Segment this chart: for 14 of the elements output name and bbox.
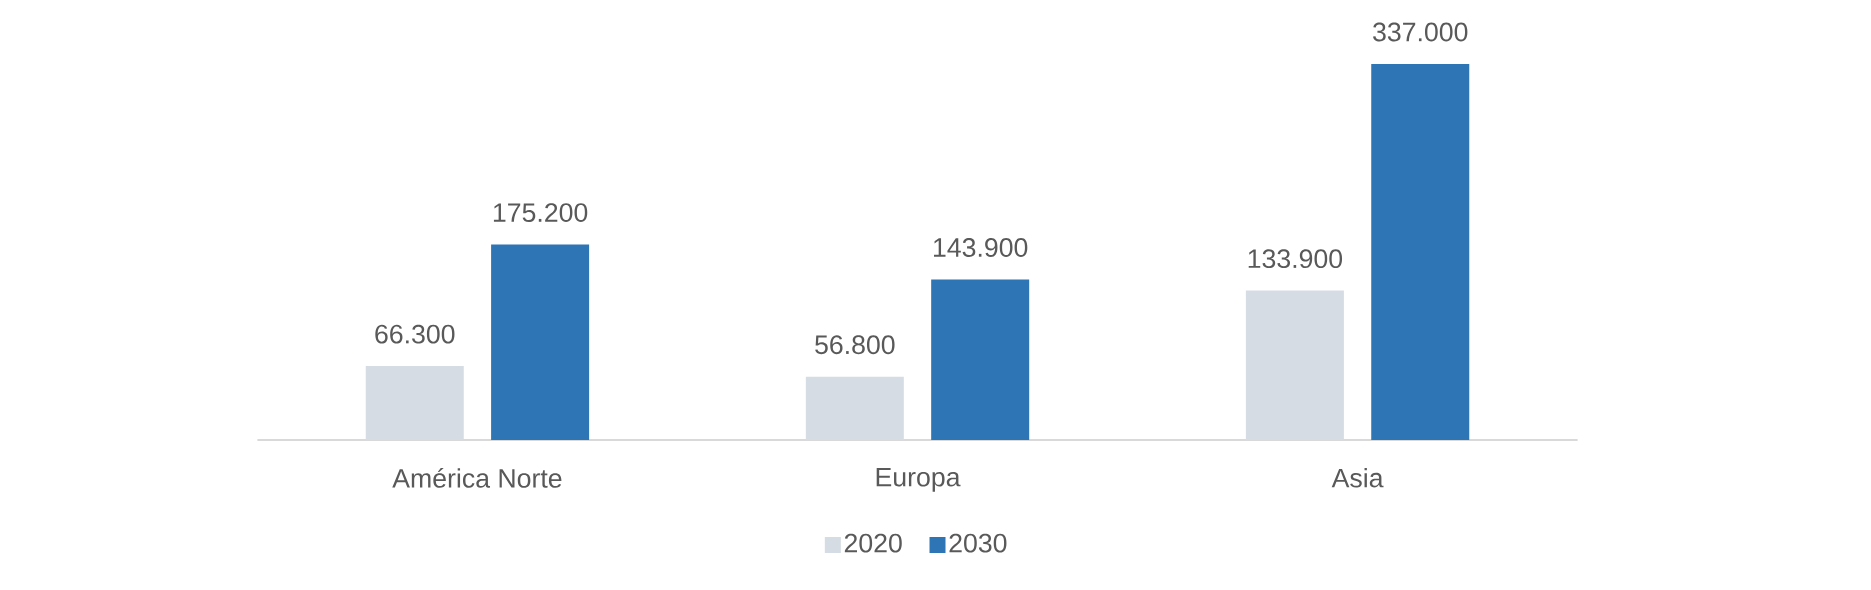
data-label: 56.800 [815,335,895,355]
data-label: 175.200 [493,203,588,222]
legend-label: 2030 [949,533,1007,553]
bar [931,279,1030,441]
bar [1371,63,1470,441]
x-tick-label: Europa [876,467,961,492]
data-label: 133.900 [1248,249,1343,269]
data-label: 337.000 [1373,22,1468,42]
data-label: 66.300 [375,324,455,344]
x-tick-label: Asia [1331,467,1384,488]
x-tick-label: América Norte [392,467,562,488]
data-label: 143.900 [934,238,1028,257]
bar [491,244,590,441]
legend-label: 2020 [844,533,902,553]
